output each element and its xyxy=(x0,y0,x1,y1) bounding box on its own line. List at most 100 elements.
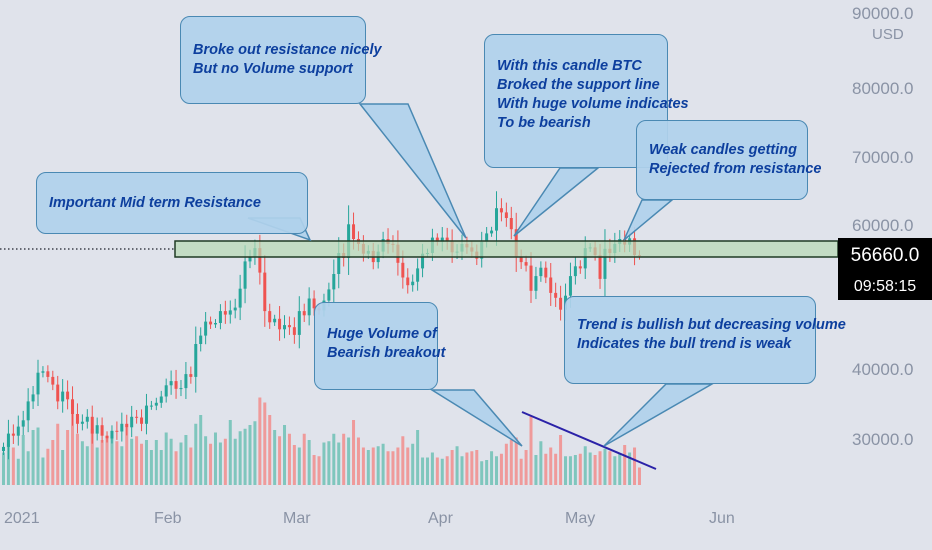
volume-bar xyxy=(194,423,198,485)
candle-body xyxy=(61,391,65,402)
candle-body xyxy=(154,402,158,406)
y-tick-label: 30000.0 xyxy=(852,430,914,449)
candle-body xyxy=(573,266,577,277)
candle-body xyxy=(539,267,543,277)
candle-body xyxy=(6,433,10,447)
volume-bar xyxy=(578,453,582,485)
candle-body xyxy=(199,335,203,344)
candle xyxy=(213,319,217,328)
volume-bar xyxy=(327,441,331,485)
volume-bar xyxy=(174,451,178,485)
candle xyxy=(11,424,15,444)
callout-line: Bearish breakout xyxy=(327,345,446,361)
volume-bar xyxy=(51,440,55,485)
candle-body xyxy=(578,266,582,269)
x-tick-label: May xyxy=(565,510,596,527)
candle xyxy=(105,431,109,443)
y-tick-label: 60000.0 xyxy=(852,216,914,235)
candle xyxy=(504,202,508,227)
candle-body xyxy=(583,248,587,269)
candle-body xyxy=(568,276,572,296)
volume-bar xyxy=(11,447,15,485)
candle-body xyxy=(440,237,444,242)
volume-bar xyxy=(524,450,528,485)
y-tick-label: 40000.0 xyxy=(852,360,914,379)
volume-bar xyxy=(425,457,429,485)
candle xyxy=(287,316,291,335)
volume-bar xyxy=(445,456,449,485)
candle-body xyxy=(125,423,129,428)
volume-bar xyxy=(593,455,597,485)
volume-bar xyxy=(218,442,222,485)
candle xyxy=(194,326,198,393)
volume-bar xyxy=(529,416,533,485)
volume-bar xyxy=(297,447,301,485)
candle xyxy=(125,414,129,436)
candle-body xyxy=(80,421,84,424)
candle xyxy=(554,282,558,307)
candle xyxy=(95,417,99,441)
volume-bar xyxy=(509,440,513,485)
candle xyxy=(416,258,420,291)
candle-body xyxy=(31,394,35,402)
candle xyxy=(110,425,114,444)
volume-bar xyxy=(164,432,168,485)
volume-bar xyxy=(608,451,612,485)
candle-body xyxy=(352,224,356,239)
volume-bar xyxy=(312,455,316,485)
y-tick-label: 80000.0 xyxy=(852,79,914,98)
volume-bar xyxy=(184,435,188,485)
callout-line: Rejected from resistance xyxy=(649,161,822,177)
volume-bar xyxy=(554,453,558,485)
candle-body xyxy=(287,325,291,328)
volume-bar xyxy=(421,457,425,485)
volume-bar xyxy=(435,457,439,485)
volume-bar xyxy=(159,450,163,485)
candle-body xyxy=(21,420,25,427)
candle-body xyxy=(140,417,144,424)
candle xyxy=(539,261,543,282)
volume-bar xyxy=(268,415,272,485)
volume-bar xyxy=(75,433,79,485)
callout-line: Broked the support line xyxy=(497,77,660,93)
volume-bar xyxy=(460,456,464,485)
volume-bar xyxy=(95,447,99,485)
volume-bar xyxy=(519,458,523,485)
volume-bar xyxy=(603,448,607,485)
candle-body xyxy=(209,321,213,325)
volume-bar xyxy=(16,458,20,485)
volume-bar xyxy=(623,445,627,485)
volume-bar xyxy=(2,452,5,485)
candle-body xyxy=(56,384,60,402)
candle-body xyxy=(149,405,153,407)
candle-countdown-badge: 09:58:15 xyxy=(838,274,932,300)
volume-bar xyxy=(253,421,257,485)
candle-body xyxy=(499,208,503,213)
candle xyxy=(100,417,104,443)
volume-bar xyxy=(292,445,296,485)
candle xyxy=(61,379,65,413)
candle-body xyxy=(559,297,563,310)
candle-body xyxy=(243,261,247,289)
volume-bar xyxy=(154,440,158,485)
candle xyxy=(71,386,75,426)
volume-bar xyxy=(430,452,434,485)
candle-body xyxy=(95,425,99,434)
volume-bar xyxy=(440,458,444,485)
volume-bar xyxy=(213,432,217,485)
candle-body xyxy=(302,311,306,316)
x-tick-label: Jun xyxy=(709,510,735,527)
candle xyxy=(115,421,119,440)
volume-bar xyxy=(386,451,390,485)
x-tick-label: Mar xyxy=(283,510,311,527)
candle xyxy=(140,409,144,432)
volume-bar xyxy=(544,453,548,485)
volume-bar xyxy=(411,443,415,485)
x-tick-label: Feb xyxy=(154,510,182,527)
candle xyxy=(130,405,134,438)
callout-line: Broke out resistance nicely xyxy=(193,42,382,58)
candle xyxy=(549,263,553,306)
volume-bar xyxy=(539,441,543,485)
volume-bar xyxy=(613,456,617,485)
candle xyxy=(411,274,415,292)
